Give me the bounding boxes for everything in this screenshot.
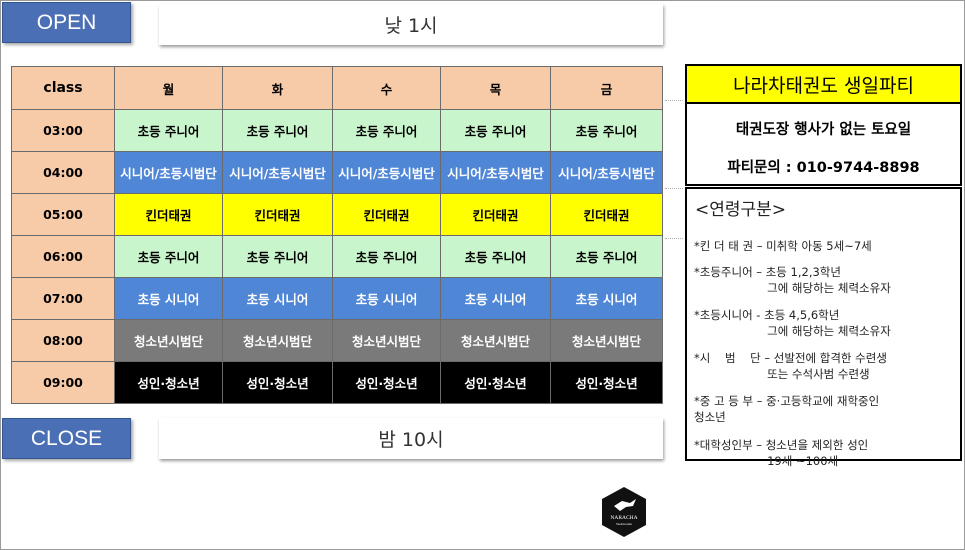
class-cell: 초등 주니어 bbox=[332, 235, 441, 278]
header-class: class bbox=[11, 66, 115, 110]
class-cell: 시니어/초등시범단 bbox=[332, 151, 441, 194]
class-cell: 킨더태권 bbox=[222, 193, 333, 236]
class-cell: 킨더태권 bbox=[114, 193, 223, 236]
class-cell: 시니어/초등시범단 bbox=[550, 151, 663, 194]
row-time: 04:00 bbox=[11, 151, 115, 194]
table-row: 04:00 시니어/초등시범단 시니어/초등시범단 시니어/초등시범단 시니어/… bbox=[11, 151, 663, 194]
class-cell: 초등 주니어 bbox=[114, 235, 223, 278]
class-cell: 성인·청소년 bbox=[222, 361, 333, 404]
table-row: 06:00 초등 주니어 초등 주니어 초등 주니어 초등 주니어 초등 주니어 bbox=[11, 235, 663, 278]
class-cell: 초등 시니어 bbox=[222, 277, 333, 320]
class-cell: 초등 시니어 bbox=[550, 277, 663, 320]
table-row: 03:00 초등 주니어 초등 주니어 초등 주니어 초등 주니어 초등 주니어 bbox=[11, 109, 663, 152]
divider bbox=[665, 188, 683, 189]
class-cell: 청소년시범단 bbox=[440, 319, 551, 362]
class-cell: 시니어/초등시범단 bbox=[114, 151, 223, 194]
age-item: *중 고 등 부 – 중·고등학교에 재학중인 청소년 bbox=[694, 394, 880, 424]
header-fri: 금 bbox=[550, 66, 663, 110]
close-time: 밤 10시 bbox=[159, 418, 663, 459]
class-cell: 킨더태권 bbox=[332, 193, 441, 236]
age-item: *킨 더 태 권 – 미취학 아동 5세~7세 bbox=[694, 239, 872, 253]
class-cell: 청소년시범단 bbox=[222, 319, 333, 362]
party-info: 태권도장 행사가 없는 토요일 파티문의 : 010-9744-8898 bbox=[685, 104, 962, 186]
class-cell: 청소년시범단 bbox=[550, 319, 663, 362]
age-title: <연령구분> bbox=[695, 200, 787, 220]
schedule-table: class 월 화 수 목 금 03:00 초등 주니어 초등 주니어 초등 주… bbox=[11, 66, 663, 404]
table-row: 05:00 킨더태권 킨더태권 킨더태권 킨더태권 킨더태권 bbox=[11, 193, 663, 236]
age-item: *초등시니어 - 초등 4,5,6학년 그에 해당하는 체력소유자 bbox=[694, 308, 891, 338]
class-cell: 킨더태권 bbox=[440, 193, 551, 236]
naracha-logo: NARACHA Taekwondo bbox=[602, 487, 646, 537]
close-label: CLOSE bbox=[2, 418, 131, 459]
table-header-row: class 월 화 수 목 금 bbox=[11, 66, 663, 110]
logo-hexagon bbox=[602, 487, 646, 537]
class-cell: 성인·청소년 bbox=[440, 361, 551, 404]
header-thu: 목 bbox=[440, 66, 551, 110]
age-item: *시 범 단 – 선발전에 합격한 수련생 또는 수석사범 수련생 bbox=[694, 351, 887, 381]
class-cell: 초등 주니어 bbox=[222, 235, 333, 278]
class-cell: 초등 주니어 bbox=[440, 109, 551, 152]
open-time: 낮 1시 bbox=[159, 4, 663, 45]
table-row: 09:00 성인·청소년 성인·청소년 성인·청소년 성인·청소년 성인·청소년 bbox=[11, 361, 663, 404]
header-mon: 월 bbox=[114, 66, 223, 110]
row-time: 07:00 bbox=[11, 277, 115, 320]
class-cell: 초등 시니어 bbox=[114, 277, 223, 320]
row-time: 09:00 bbox=[11, 361, 115, 404]
class-cell: 초등 주니어 bbox=[222, 109, 333, 152]
row-time: 03:00 bbox=[11, 109, 115, 152]
class-cell: 초등 주니어 bbox=[550, 109, 663, 152]
logo-figure bbox=[614, 499, 636, 511]
party-line1: 태권도장 행사가 없는 토요일 bbox=[735, 122, 912, 138]
logo-name: NARACHA bbox=[610, 515, 637, 521]
class-cell: 초등 주니어 bbox=[114, 109, 223, 152]
class-cell: 시니어/초등시범단 bbox=[440, 151, 551, 194]
age-groups-box: <연령구분> *킨 더 태 권 – 미취학 아동 5세~7세 *초등주니어 – … bbox=[685, 187, 962, 468]
logo-sub: Taekwondo bbox=[616, 522, 633, 526]
party-contact: 파티문의 : 010-9744-8898 bbox=[727, 160, 920, 176]
class-cell: 성인·청소년 bbox=[332, 361, 441, 404]
class-cell: 초등 주니어 bbox=[550, 235, 663, 278]
class-cell: 성인·청소년 bbox=[114, 361, 223, 404]
class-cell: 청소년시범단 bbox=[332, 319, 441, 362]
open-label: OPEN bbox=[2, 2, 131, 43]
row-time: 06:00 bbox=[11, 235, 115, 278]
header-tue: 화 bbox=[222, 66, 333, 110]
class-cell: 시니어/초등시범단 bbox=[222, 151, 333, 194]
row-time: 05:00 bbox=[11, 193, 115, 236]
age-item: *대학성인부 – 청소년을 제외한 성인 19세 ~100세 bbox=[694, 438, 869, 468]
class-cell: 성인·청소년 bbox=[550, 361, 663, 404]
table-row: 07:00 초등 시니어 초등 시니어 초등 시니어 초등 시니어 초등 시니어 bbox=[11, 277, 663, 320]
class-cell: 초등 주니어 bbox=[332, 109, 441, 152]
header-wed: 수 bbox=[332, 66, 441, 110]
divider bbox=[665, 100, 683, 101]
class-cell: 청소년시범단 bbox=[114, 319, 223, 362]
class-cell: 초등 주니어 bbox=[440, 235, 551, 278]
divider bbox=[665, 238, 683, 239]
class-cell: 킨더태권 bbox=[550, 193, 663, 236]
age-item: *초등주니어 – 초등 1,2,3학년 그에 해당하는 체력소유자 bbox=[694, 265, 891, 295]
party-title: 나라차태권도 생일파티 bbox=[685, 64, 962, 104]
row-time: 08:00 bbox=[11, 319, 115, 362]
table-row: 08:00 청소년시범단 청소년시범단 청소년시범단 청소년시범단 청소년시범단 bbox=[11, 319, 663, 362]
class-cell: 초등 시니어 bbox=[332, 277, 441, 320]
class-cell: 초등 시니어 bbox=[440, 277, 551, 320]
